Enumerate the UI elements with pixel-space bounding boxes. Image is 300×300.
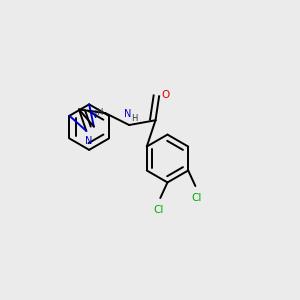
Text: N: N <box>85 136 92 146</box>
Text: Cl: Cl <box>154 205 164 215</box>
Text: H: H <box>131 115 138 124</box>
Text: N: N <box>90 110 98 120</box>
Text: H: H <box>96 108 103 117</box>
Text: O: O <box>162 90 170 100</box>
Text: N: N <box>124 109 131 119</box>
Text: Cl: Cl <box>192 193 202 203</box>
